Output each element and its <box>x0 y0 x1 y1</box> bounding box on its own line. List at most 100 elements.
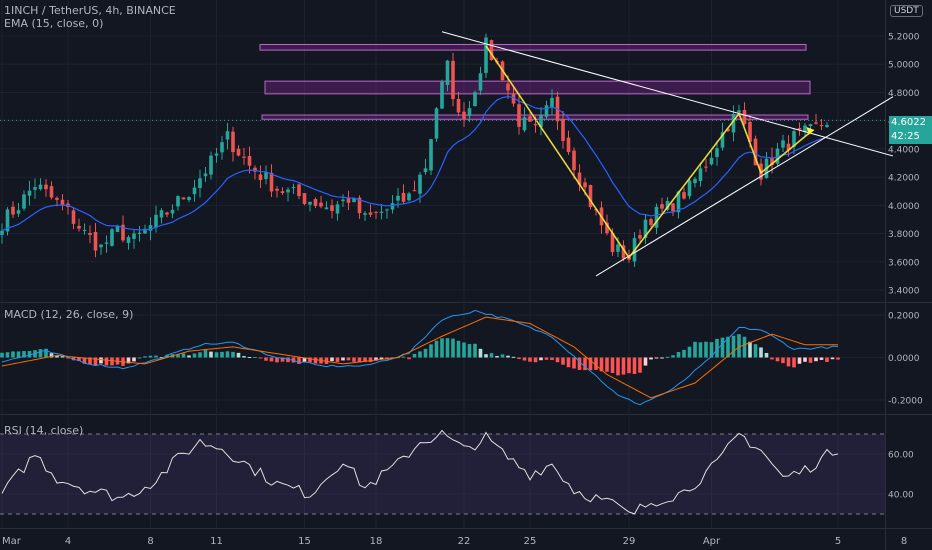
candle-body <box>242 156 246 158</box>
candle-body <box>484 37 488 73</box>
candle-body <box>231 131 235 153</box>
macd-histogram-bar <box>280 357 285 362</box>
candle-body <box>401 192 406 202</box>
macd-histogram-bar <box>671 355 675 358</box>
macd-histogram-bar <box>269 357 274 362</box>
macd-histogram-bar <box>627 357 631 374</box>
ema-line <box>1 96 828 232</box>
macd-histogram-bar <box>192 353 197 358</box>
x-tick-label: 29 <box>623 536 636 547</box>
candle-body <box>638 235 642 239</box>
candle-body <box>781 140 785 148</box>
candle-body <box>407 193 411 201</box>
macd-histogram-bar <box>11 351 15 358</box>
candle-body <box>60 199 65 206</box>
candle-body <box>368 212 373 215</box>
candle-body <box>643 219 648 238</box>
candle-body <box>236 148 241 156</box>
macd-histogram-bar <box>368 357 373 363</box>
macd-histogram-bar <box>819 357 824 360</box>
macd-histogram-bar <box>462 342 466 358</box>
candle-body <box>704 166 708 168</box>
macd-histogram-bar <box>836 357 840 360</box>
macd-histogram-bar <box>176 354 180 358</box>
candle-body <box>44 184 48 190</box>
macd-histogram-bar <box>137 357 142 359</box>
candle-body <box>352 198 356 203</box>
symbol-title[interactable]: 1INCH / TetherUS, 4h, BINANCE <box>4 4 176 17</box>
candle-body <box>93 231 98 251</box>
candle-body <box>132 233 136 239</box>
macd-histogram-bar <box>555 357 560 363</box>
macd-histogram <box>0 334 840 376</box>
candle-body <box>159 210 164 218</box>
candle-body <box>825 124 829 128</box>
macd-histogram-bar <box>363 357 367 362</box>
macd-histogram-bar <box>55 355 59 358</box>
candle-body <box>341 199 345 202</box>
candle-body <box>269 172 274 192</box>
x-tick-label: Apr <box>703 536 721 547</box>
candle-body <box>126 237 131 243</box>
macd-histogram-bar <box>792 357 796 368</box>
candle-body <box>506 83 510 91</box>
macd-histogram-bar <box>638 357 642 373</box>
macd-histogram-bar <box>286 357 290 363</box>
macd-histogram-bar <box>93 357 98 366</box>
macd-histogram-bar <box>451 338 455 358</box>
macd-histogram-bar <box>60 356 65 358</box>
candle-body <box>357 197 362 214</box>
x-tick-label: 8 <box>147 536 153 547</box>
candle-body <box>209 155 213 175</box>
macd-histogram-bar <box>478 348 483 358</box>
macd-histogram-bar <box>264 357 268 361</box>
candle-body <box>429 139 433 171</box>
macd-histogram-bar <box>764 352 769 358</box>
macd-histogram-bar <box>660 357 664 359</box>
candle-body <box>121 224 125 241</box>
macd-histogram-bar <box>330 357 334 362</box>
candle-body <box>104 242 109 244</box>
rsi-indicator-label[interactable]: RSI (14, close) <box>4 424 84 437</box>
candle-body <box>786 143 791 151</box>
x-tick-label: 18 <box>370 536 383 547</box>
macd-histogram-bar <box>770 357 774 360</box>
macd-histogram-bar <box>203 350 208 358</box>
candle-body <box>539 115 543 128</box>
candle-body <box>440 81 444 109</box>
macd-histogram-bar <box>313 357 318 364</box>
macd-histogram-bar <box>693 341 697 358</box>
rsi-band <box>0 434 885 514</box>
candle-body <box>660 204 664 209</box>
macd-histogram-bar <box>731 335 736 358</box>
macd-histogram-bar <box>825 357 829 362</box>
ema-indicator-label[interactable]: EMA (15, close, 0) <box>4 17 104 30</box>
macd-histogram-bar <box>341 357 345 361</box>
macd-histogram-bar <box>742 336 747 358</box>
macd-histogram-bar <box>797 357 802 364</box>
price-axis-tick: 4.4000 <box>888 145 920 155</box>
macd-histogram-bar <box>242 356 246 358</box>
x-tick-label: 15 <box>298 536 311 547</box>
macd-histogram-bar <box>77 357 81 361</box>
price-axis-tick: 5.0000 <box>888 61 920 71</box>
currency-selector[interactable]: USDT <box>890 5 923 17</box>
candle-body <box>770 157 774 166</box>
macd-indicator-label[interactable]: MACD (12, 26, close, 9) <box>4 308 134 321</box>
macd-histogram-bar <box>357 357 362 363</box>
rsi-axis-tick: 40.00 <box>888 491 914 501</box>
candle-body <box>302 193 307 204</box>
macd-histogram-bar <box>649 357 653 360</box>
macd-histogram-bar <box>605 357 609 372</box>
macd-histogram-bar <box>621 357 626 375</box>
candle-body <box>715 148 719 157</box>
candle-body <box>99 244 103 248</box>
candle-body <box>456 98 461 113</box>
macd-histogram-bar <box>16 351 21 358</box>
macd-histogram-bar <box>258 357 263 359</box>
candle-body <box>0 230 4 235</box>
macd-axis-tick: 0.0000 <box>888 354 920 364</box>
macd-histogram-bar <box>187 355 191 358</box>
resistance-zone <box>264 80 811 95</box>
